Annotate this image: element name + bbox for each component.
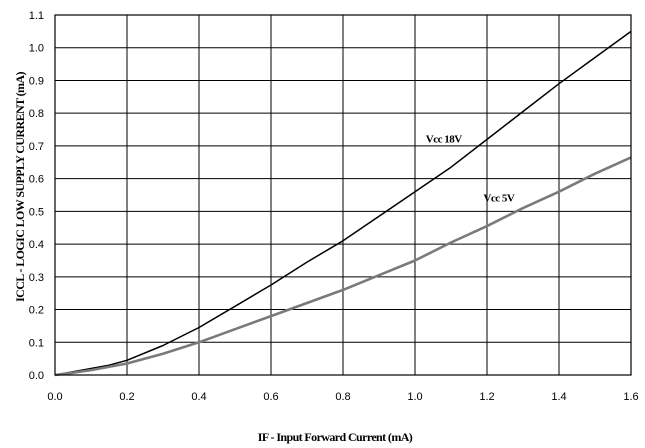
x-tick-label: 1.2 <box>479 391 494 403</box>
y-tick-label: 1.1 <box>29 10 44 22</box>
y-tick-label: 0.7 <box>29 141 44 153</box>
series-labels: Vcc 18V Vcc 5V <box>426 134 516 205</box>
series-label: Vcc 18V <box>426 134 462 146</box>
series-label: Vcc 5V <box>483 193 514 205</box>
plot-frame <box>54 14 632 376</box>
x-tick-label: 1.6 <box>623 391 638 403</box>
y-tick-label: 0.0 <box>29 370 44 382</box>
x-axis-title: IF - Input Forward Current (mA) <box>258 430 413 444</box>
series-line <box>54 30 632 376</box>
y-tick-label: 0.6 <box>29 174 44 186</box>
x-tick-label: 0.2 <box>119 391 134 403</box>
x-tick-label: 1.0 <box>407 391 422 403</box>
grid-lines <box>54 14 632 376</box>
y-axis-title: ICCL - LOGIC LOW SUPPLY CURRENT (mA) <box>13 72 27 302</box>
y-tick-label: 0.3 <box>29 272 44 284</box>
x-tick-label: 0.4 <box>191 391 206 403</box>
series-lines <box>54 30 632 377</box>
x-tick-label: 0.8 <box>335 391 350 403</box>
y-tick-label: 0.8 <box>29 108 44 120</box>
x-tick-label: 1.4 <box>551 391 566 403</box>
y-tick-label: 0.5 <box>29 206 44 218</box>
series-line <box>54 156 632 377</box>
y-tick-label: 0.2 <box>29 305 44 317</box>
x-tick-label: 0.0 <box>47 391 62 403</box>
y-tick-label: 0.9 <box>29 75 44 87</box>
y-tick-label: 0.4 <box>29 239 44 251</box>
y-tick-label: 1.0 <box>29 43 44 55</box>
x-tick-label: 0.6 <box>263 391 278 403</box>
x-tick-labels: 0.0 0.2 0.4 0.6 0.8 1.0 1.2 1.4 1.6 <box>47 391 638 403</box>
y-tick-label: 0.1 <box>29 337 44 349</box>
y-tick-labels: 0.0 0.1 0.2 0.3 0.4 0.5 0.6 0.7 0.8 0.9 1.0 1.1 <box>29 10 44 382</box>
